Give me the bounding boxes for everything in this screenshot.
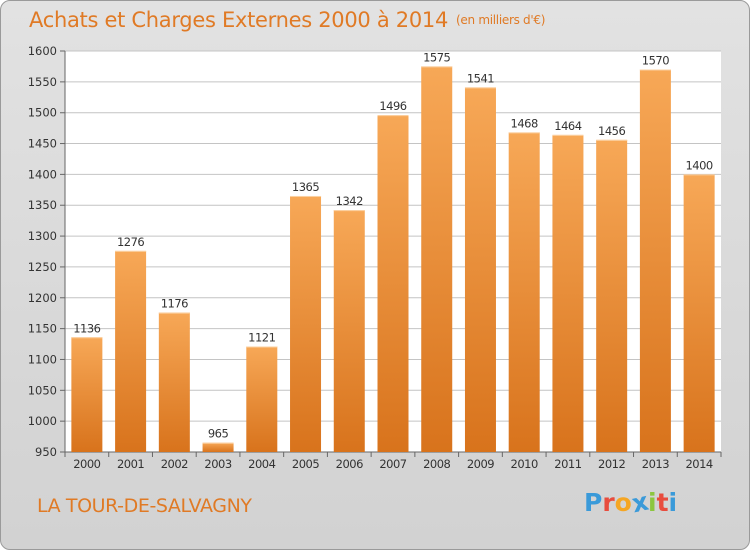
x-tick-label-2009: 2009 <box>467 457 494 471</box>
y-tick-label: 1150 <box>28 322 57 336</box>
data-label-2003: 965 <box>208 427 229 441</box>
x-tick-label-2014: 2014 <box>685 457 712 471</box>
logo-letter: P <box>584 488 603 517</box>
y-tick-label: 1000 <box>28 414 57 428</box>
data-label-2004: 1121 <box>248 331 275 345</box>
data-label-2014: 1400 <box>685 158 712 172</box>
x-tick-label-2013: 2013 <box>642 457 669 471</box>
data-label-2007: 1496 <box>379 99 406 113</box>
bar-2003 <box>202 442 234 452</box>
data-label-2012: 1456 <box>598 124 625 138</box>
y-tick-label: 1400 <box>28 167 57 181</box>
data-label-2006: 1342 <box>336 194 363 208</box>
bar-2001 <box>115 250 147 452</box>
x-tick-label-2004: 2004 <box>248 457 275 471</box>
bar-2008 <box>421 66 453 452</box>
logo-letter: t <box>656 488 669 517</box>
data-label-2013: 1570 <box>642 54 669 68</box>
chart-title-block: Achats et Charges Externes 2000 à 2014 (e… <box>29 8 545 32</box>
y-tick-label: 950 <box>35 445 57 459</box>
bar-2006 <box>333 210 365 452</box>
y-tick-label: 1600 <box>28 44 57 58</box>
data-label-2009: 1541 <box>467 71 494 85</box>
bar-2000 <box>71 337 103 452</box>
x-tick-label-2001: 2001 <box>117 457 144 471</box>
chart-unit: (en milliers d'€) <box>456 13 546 27</box>
bars: 1136 1276 1176 965 1121 1365 1342 1496 1575 1541 1… <box>71 50 715 453</box>
x-tick-label-2011: 2011 <box>554 457 581 471</box>
bar-2004 <box>246 346 278 452</box>
y-tick-label: 1500 <box>28 106 57 120</box>
x-tick-label-2006: 2006 <box>336 457 363 471</box>
x-axis: 2000 2001 2002 2003 2004 2005 2006 2007 2008 2009… <box>64 452 722 471</box>
data-label-2008: 1575 <box>423 50 450 64</box>
y-tick-label: 1250 <box>28 260 57 274</box>
bar-2011 <box>552 134 584 452</box>
x-tick-label-2002: 2002 <box>161 457 188 471</box>
data-label-2000: 1136 <box>73 321 100 335</box>
y-tick-label: 1200 <box>28 291 57 305</box>
x-tick-label-2000: 2000 <box>73 457 100 471</box>
bar-2012 <box>596 139 628 453</box>
logo-letter: i <box>648 488 657 517</box>
data-label-2010: 1468 <box>511 116 538 130</box>
logo-letter: i <box>668 488 678 517</box>
y-tick-label: 1050 <box>28 383 57 397</box>
logo-letter: o <box>614 488 632 517</box>
bar-2013 <box>639 69 671 452</box>
bar-2014 <box>683 174 715 452</box>
data-label-2002: 1176 <box>161 297 188 311</box>
x-tick-label-2007: 2007 <box>379 457 406 471</box>
bar-2010 <box>508 132 540 453</box>
y-tick-label: 1550 <box>28 75 57 89</box>
data-label-2001: 1276 <box>117 235 144 249</box>
proxiti-logo: Proxiti <box>584 487 678 519</box>
data-label-2005: 1365 <box>292 180 319 194</box>
y-tick-label: 1100 <box>28 352 57 366</box>
x-tick-label-2008: 2008 <box>423 457 450 471</box>
data-label-2011: 1464 <box>554 119 581 133</box>
x-tick-label-2012: 2012 <box>598 457 625 471</box>
x-tick-label-2005: 2005 <box>292 457 319 471</box>
y-tick-label: 1350 <box>28 198 57 212</box>
chart-title: Achats et Charges Externes 2000 à 2014 <box>29 8 449 32</box>
bar-2009 <box>464 87 496 452</box>
bar-2005 <box>290 195 322 452</box>
city-name: LA TOUR-DE-SALVAGNY <box>37 495 252 517</box>
logo-letter: r <box>602 488 615 517</box>
y-tick-label: 1450 <box>28 137 57 151</box>
bar-2007 <box>377 115 409 452</box>
bar-2002 <box>158 312 190 452</box>
x-tick-label-2010: 2010 <box>511 457 538 471</box>
x-tick-label-2003: 2003 <box>204 457 231 471</box>
y-tick-label: 1300 <box>28 229 57 243</box>
